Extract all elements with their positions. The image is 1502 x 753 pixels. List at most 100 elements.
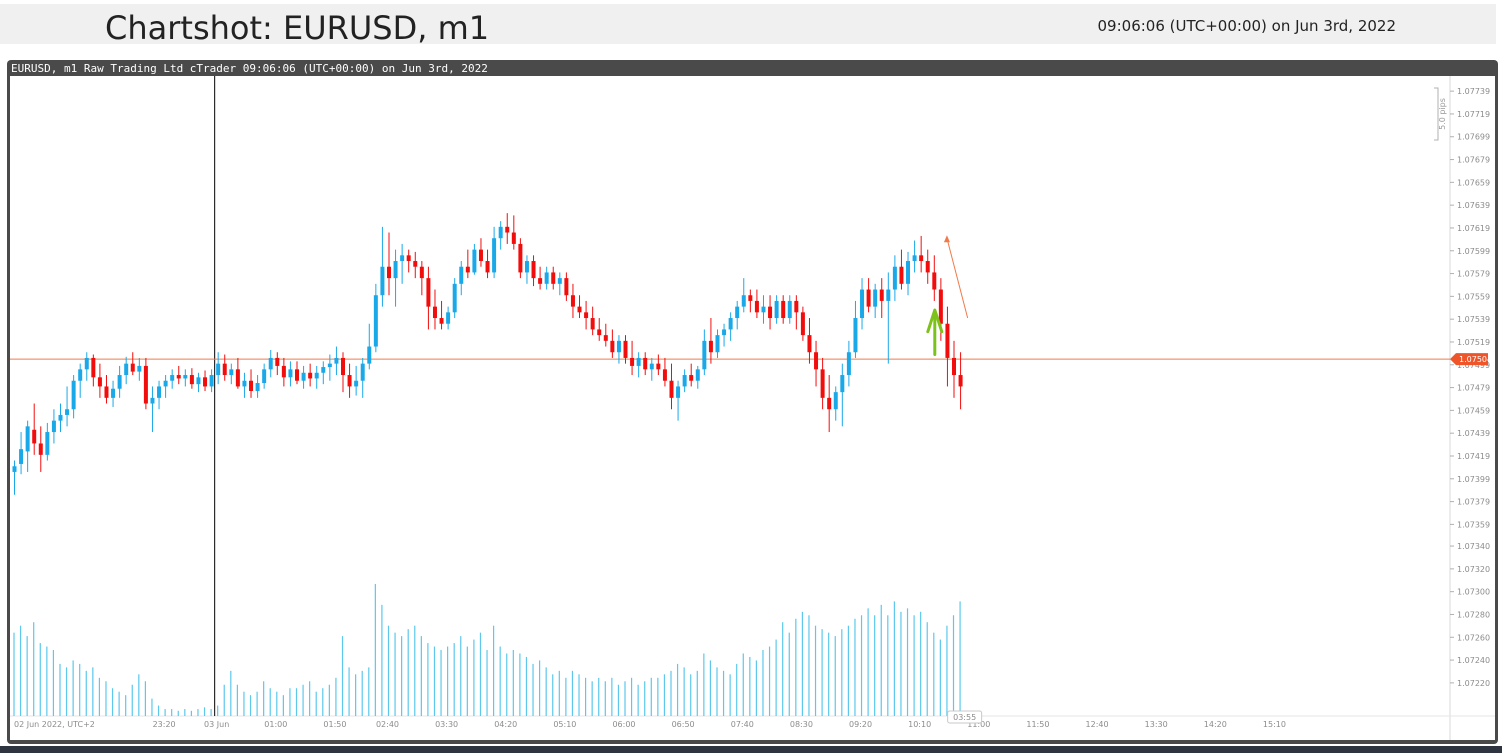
bull-candle	[649, 363, 654, 370]
bear-candle	[623, 340, 628, 358]
x-tick-label: 10:10	[908, 720, 931, 729]
y-tick-label: 1.07240	[1457, 656, 1490, 665]
bull-candle	[728, 318, 733, 330]
bear-candle	[413, 261, 418, 267]
trendline-marker-icon	[943, 235, 950, 243]
bull-candle	[124, 363, 129, 376]
bear-candle	[958, 375, 963, 387]
y-tick-label: 1.07519	[1457, 338, 1490, 347]
bull-candle	[892, 266, 897, 290]
y-tick-label: 1.07479	[1457, 384, 1490, 393]
header-timestamp: 09:06:06 (UTC+00:00) on Jun 3rd, 2022	[1097, 17, 1396, 35]
bull-candle	[157, 386, 162, 398]
y-tick-label: 1.07699	[1457, 133, 1490, 142]
bull-candle	[51, 420, 56, 433]
pip-scale-bracket	[1434, 87, 1439, 141]
y-tick-label: 1.07399	[1457, 475, 1490, 484]
bear-candle	[754, 300, 759, 313]
bull-candle	[334, 357, 339, 364]
x-tick-label: 23:20	[153, 720, 176, 729]
y-tick-label: 1.07499	[1457, 361, 1490, 370]
annotation-arrowhead-icon	[926, 308, 944, 334]
bear-candle	[130, 363, 135, 372]
x-tick-label: 11:00	[967, 720, 990, 729]
bear-candle	[610, 340, 615, 353]
bull-candle	[78, 369, 83, 381]
bear-candle	[781, 300, 786, 319]
bear-candle	[518, 243, 523, 273]
y-tick-label: 1.07539	[1457, 315, 1490, 324]
y-tick-label: 1.07639	[1457, 201, 1490, 210]
x-tick-label: 12:40	[1086, 720, 1109, 729]
chart-window: EURUSD, m1 Raw Trading Ltd cTrader 09:06…	[7, 60, 1498, 744]
bull-candle	[229, 369, 234, 376]
bear-candle	[570, 295, 575, 307]
bear-candle	[584, 312, 589, 319]
bear-candle	[341, 357, 345, 376]
bull-candle	[472, 249, 477, 273]
chart-header: Chartshot: EURUSD, m1 09:06:06 (UTC+00:0…	[0, 4, 1496, 47]
x-tick-label: 09:20	[849, 720, 872, 729]
bull-candle	[787, 300, 792, 319]
bull-candle	[735, 306, 740, 319]
bear-candle	[176, 375, 181, 379]
bull-candle	[354, 380, 359, 387]
bear-candle	[426, 278, 431, 307]
bear-candle	[91, 357, 96, 378]
bull-candle	[373, 295, 378, 347]
bull-candle	[492, 238, 497, 273]
x-tick-label: 08:30	[790, 720, 813, 729]
bull-candle	[314, 372, 319, 379]
bear-candle	[590, 318, 595, 330]
bull-candle	[498, 226, 503, 239]
bull-candle	[846, 352, 851, 376]
bull-candle	[58, 414, 63, 421]
bear-candle	[538, 278, 543, 284]
bull-candle	[886, 289, 891, 301]
bear-candle	[511, 232, 516, 244]
bull-candle	[137, 365, 142, 372]
bear-candle	[814, 352, 819, 370]
bull-candle	[117, 375, 122, 389]
bear-candle	[432, 306, 437, 319]
bear-candle	[531, 261, 536, 279]
y-tick-label: 1.07220	[1457, 679, 1490, 688]
bear-candle	[249, 380, 254, 391]
bull-candle	[446, 312, 451, 324]
bull-candle	[209, 375, 214, 387]
bull-candle	[695, 369, 700, 381]
bull-candle	[84, 357, 89, 370]
bull-candle	[722, 329, 727, 336]
y-tick-label: 1.07679	[1457, 156, 1490, 165]
bull-candle	[380, 266, 385, 296]
bull-candle	[367, 346, 372, 364]
bull-candle	[676, 386, 681, 398]
bull-candle	[853, 318, 858, 353]
y-tick-label: 1.07359	[1457, 520, 1490, 529]
x-tick-label: 14:20	[1204, 720, 1227, 729]
bear-candle	[879, 289, 884, 301]
price-chart[interactable]: 1.07739 1.07719 1.07699 1.07679 1.07659 1.076…	[10, 76, 1495, 740]
y-tick-label: 1.07379	[1457, 498, 1490, 507]
bull-candle	[393, 261, 398, 279]
bear-candle	[406, 255, 411, 262]
y-tick-label: 1.07320	[1457, 565, 1490, 574]
bear-candle	[419, 266, 424, 279]
y-tick-label: 1.07459	[1457, 406, 1490, 415]
bear-candle	[275, 357, 280, 366]
bull-candle	[616, 340, 621, 353]
bear-candle	[748, 295, 753, 301]
bull-candle	[833, 392, 838, 410]
chart-area[interactable]: 1.07739 1.07719 1.07699 1.07679 1.07659 1.076…	[10, 76, 1495, 740]
bull-candle	[150, 397, 155, 404]
x-tick-label: 15:10	[1263, 720, 1286, 729]
y-tick-label: 1.07719	[1457, 110, 1490, 119]
bear-candle	[295, 369, 300, 381]
bear-candle	[203, 377, 208, 387]
x-tick-label: 02 Jun 2022, UTC+2	[14, 720, 95, 729]
bear-candle	[708, 340, 713, 353]
bull-candle	[906, 261, 911, 284]
x-tick-label: 07:40	[731, 720, 754, 729]
bear-candle	[597, 329, 602, 336]
bear-candle	[919, 255, 924, 262]
